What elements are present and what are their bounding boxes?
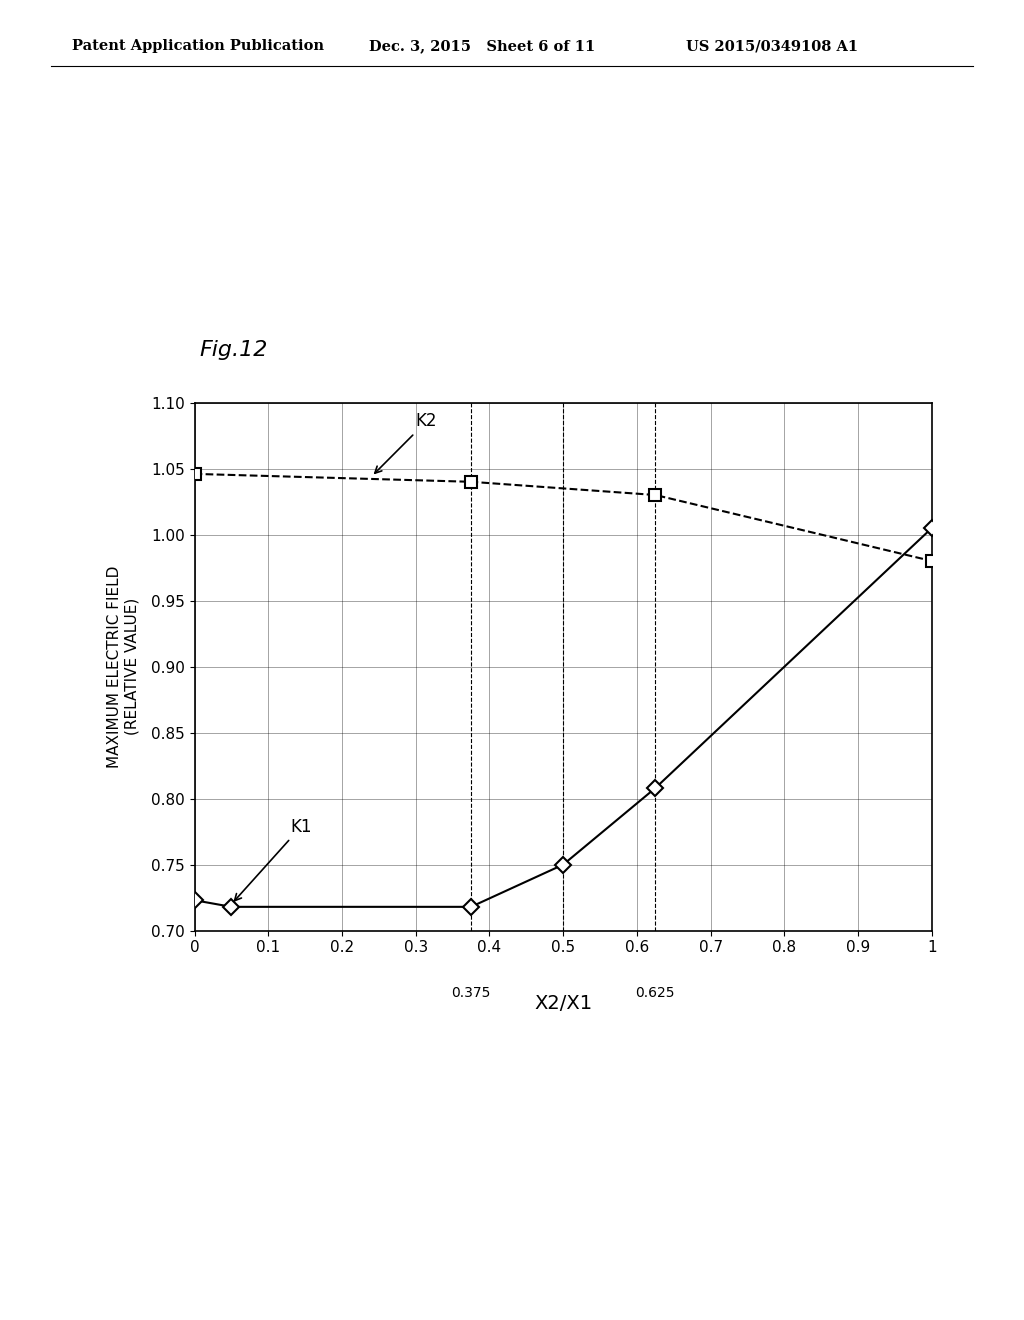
Text: K2: K2 (375, 412, 437, 474)
Text: Dec. 3, 2015   Sheet 6 of 11: Dec. 3, 2015 Sheet 6 of 11 (369, 40, 595, 53)
Text: US 2015/0349108 A1: US 2015/0349108 A1 (686, 40, 858, 53)
Text: K1: K1 (234, 817, 312, 900)
Text: Patent Application Publication: Patent Application Publication (72, 40, 324, 53)
X-axis label: X2/X1: X2/X1 (535, 994, 592, 1014)
Text: 0.625: 0.625 (636, 986, 675, 1001)
Text: 0.375: 0.375 (452, 986, 490, 1001)
Y-axis label: MAXIMUM ELECTRIC FIELD
(RELATIVE VALUE): MAXIMUM ELECTRIC FIELD (RELATIVE VALUE) (108, 565, 140, 768)
Text: Fig.12: Fig.12 (200, 341, 268, 360)
